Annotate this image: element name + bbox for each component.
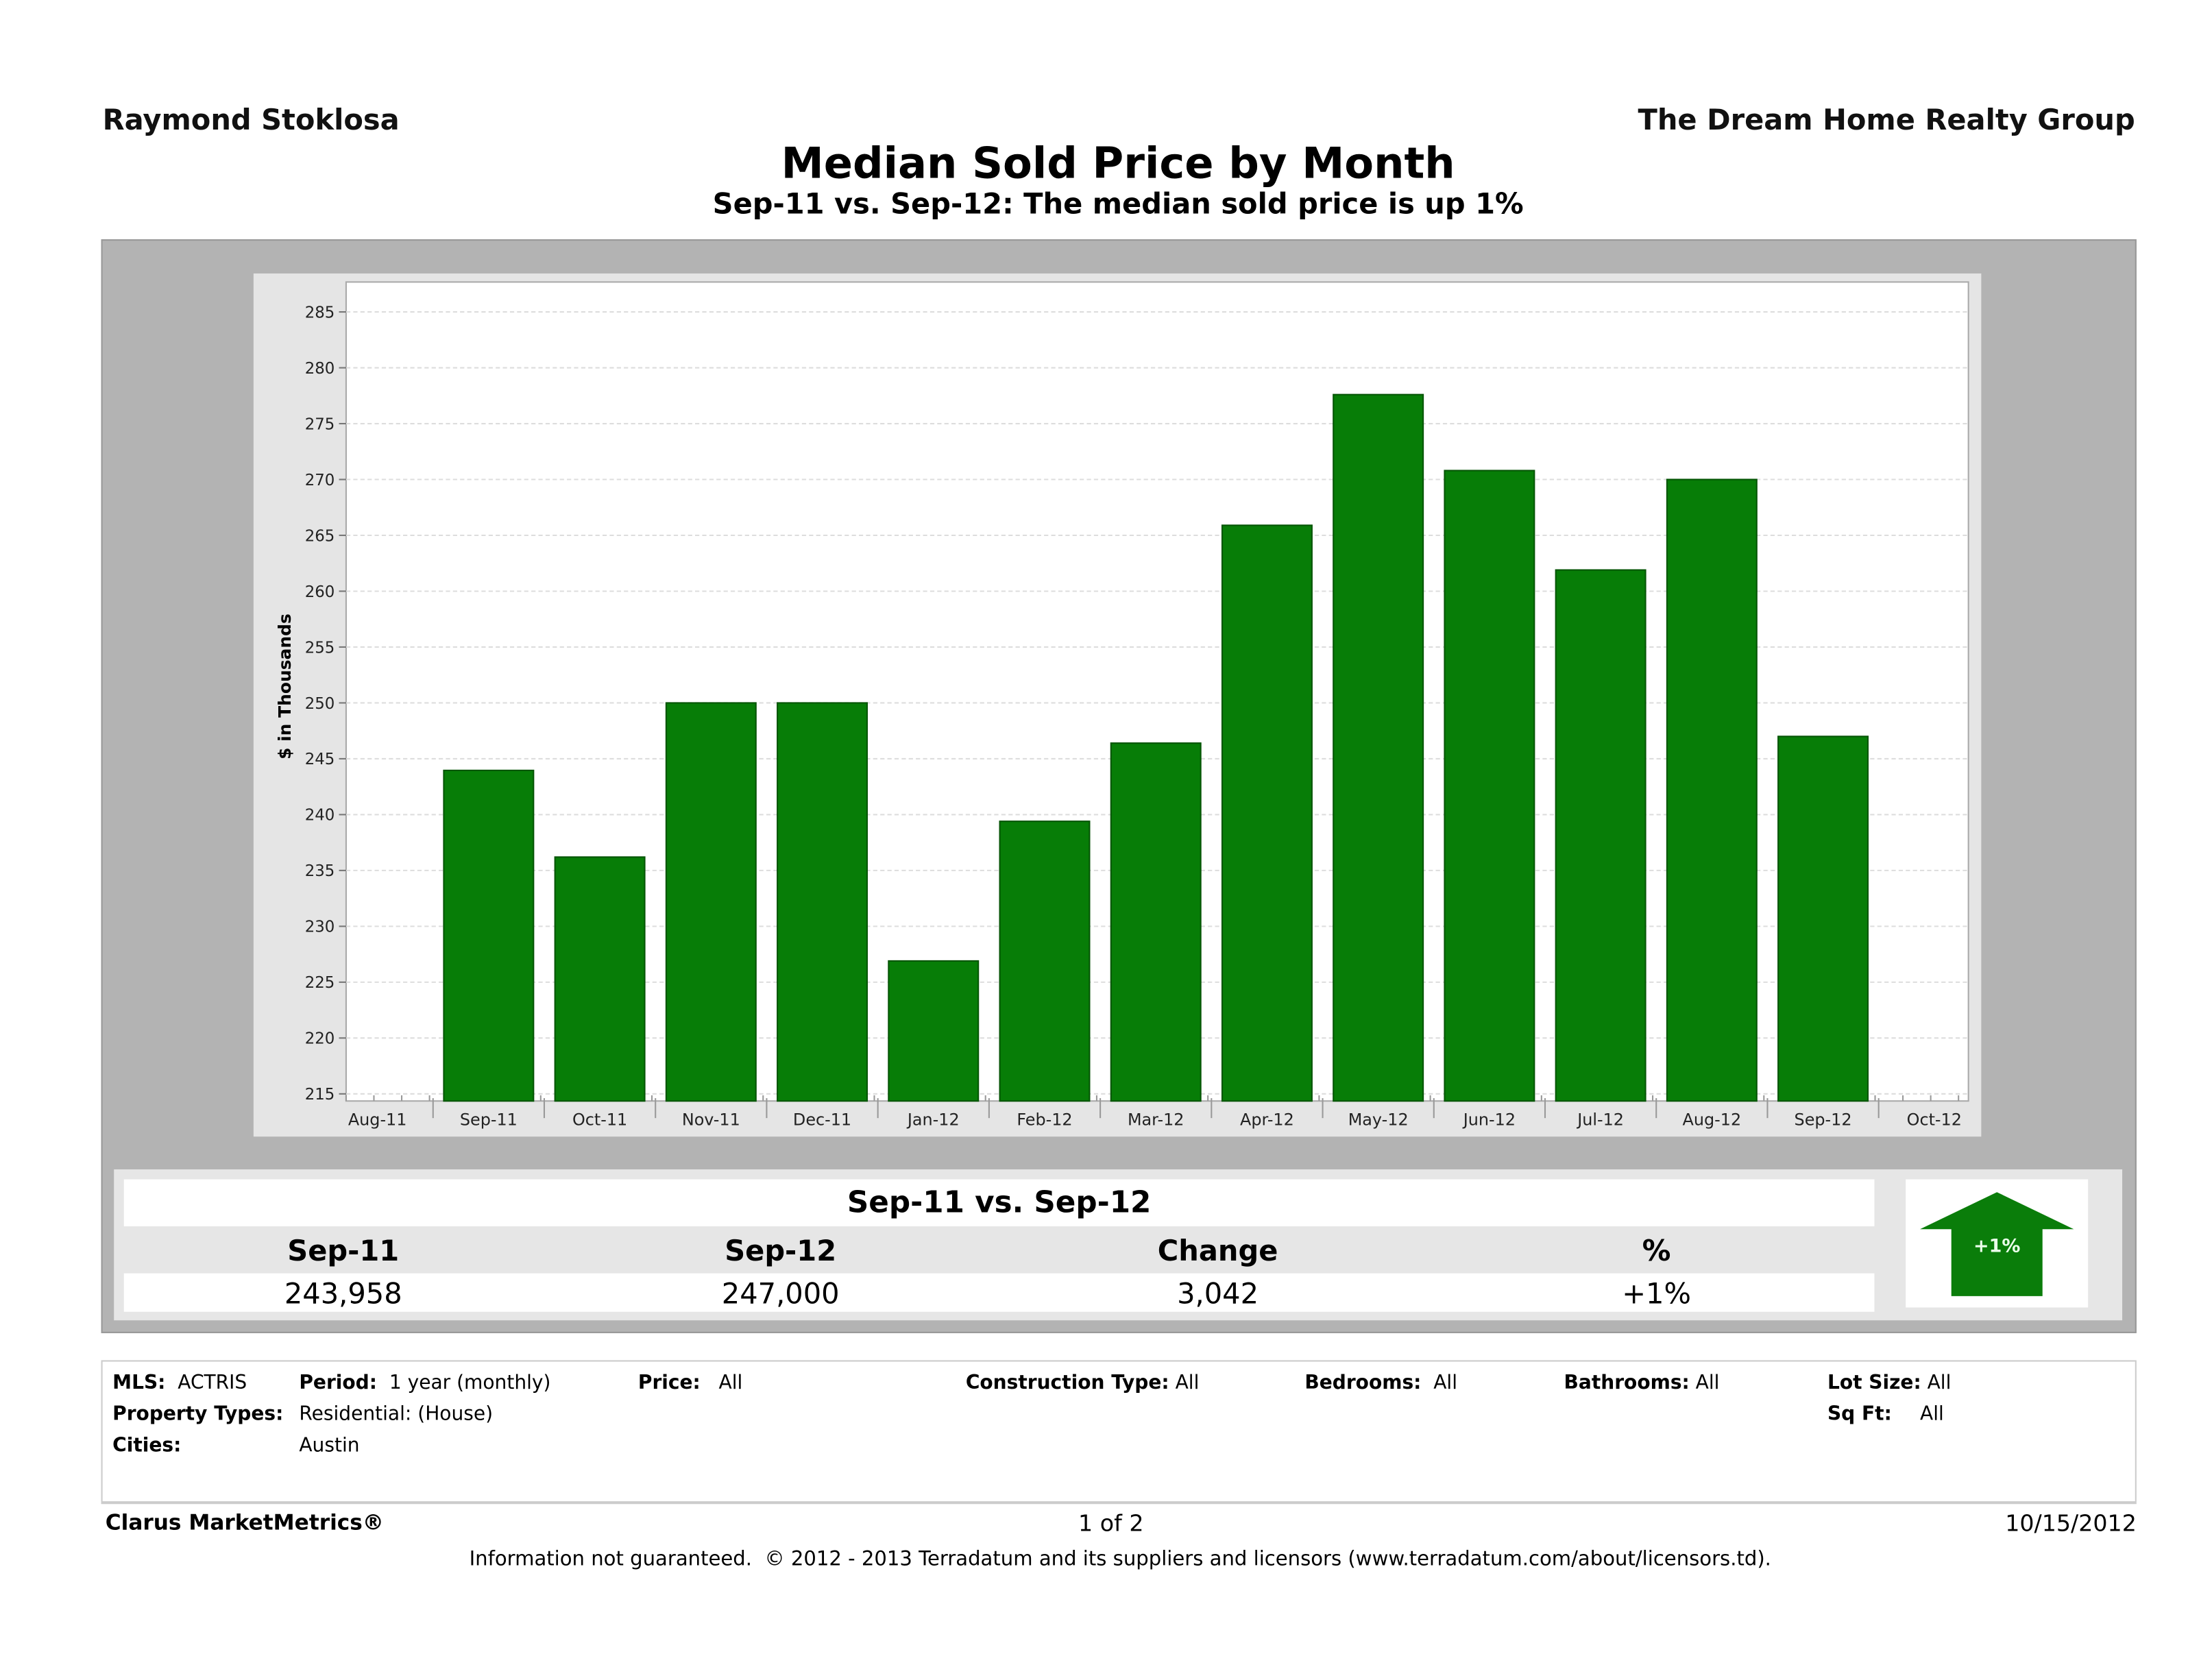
x-tick-label: Jan-12 [906,1110,960,1130]
bar-feb-12 [999,820,1091,1102]
value-sep11: 243,958 [284,1276,402,1311]
x-tick-label: Oct-12 [1907,1110,1962,1130]
chart-area: 215 220 225 230 235 240 245 250 255 260 265 270 275 2… [253,273,1991,1137]
property-types-label: Property Types: [112,1402,284,1426]
x-tick-label: Dec-11 [793,1110,851,1130]
lot-size-label: Lot Size: [1827,1372,1921,1395]
y-axis-label: $ in Thousands [275,613,295,759]
bar-dec-11 [777,702,868,1102]
chart-subtitle: Sep-11 vs. Sep-12: The median sold price… [712,186,1524,221]
mls-value: ACTRIS [178,1372,247,1395]
bedrooms-label: Bedrooms: [1304,1372,1422,1395]
construction-label: Construction Type: [965,1372,1169,1395]
summary-title: Sep-11 vs. Sep-12 [847,1184,1152,1219]
price-value: All [718,1372,743,1395]
period-label: Period: [299,1372,377,1395]
y-tick-label: 250 [305,695,335,713]
y-tick-label: 220 [305,1030,335,1048]
footer-brand: Clarus MarketMetrics® [105,1509,384,1535]
bathrooms-value: All [1695,1372,1720,1395]
y-tick-label: 260 [305,583,335,601]
page-number: 1 of 2 [1078,1509,1144,1537]
chart-title: Median Sold Price by Month [781,139,1455,190]
y-tick-label: 240 [305,807,335,825]
change-badge-text: +1% [1973,1235,2020,1256]
x-tick-label: Nov-11 [682,1110,740,1130]
x-tick-label: May-12 [1348,1110,1409,1130]
value-sep12: 247,000 [721,1276,840,1311]
y-tick-label: 235 [305,862,335,880]
sqft-label: Sq Ft: [1827,1402,1892,1426]
cities-label: Cities: [112,1434,182,1457]
bar-may-12 [1333,393,1424,1102]
bar-jan-12 [888,960,980,1102]
bedrooms-value: All [1433,1372,1458,1395]
mls-label: MLS: [112,1372,166,1395]
bar-jun-12 [1444,470,1535,1102]
bathrooms-label: Bathrooms: [1564,1372,1690,1395]
y-tick-label: 245 [305,751,335,768]
comparison-summary: Sep-11 vs. Sep-12 Sep-11 Sep-12 Change %… [114,1169,2123,1321]
y-tick-label: 270 [305,472,335,489]
x-tick-label: Jun-12 [1462,1110,1516,1130]
bar-mar-12 [1110,742,1202,1102]
summary-title-row: Sep-11 vs. Sep-12 [123,1179,1875,1227]
value-change: 3,042 [1177,1276,1259,1311]
lot-size-value: All [1927,1372,1952,1395]
report-date: 10/15/2012 [2005,1509,2137,1537]
x-tick-label: Feb-12 [1017,1110,1072,1130]
period-value: 1 year (monthly) [389,1372,551,1395]
col-header-sep12: Sep-12 [725,1233,837,1268]
y-tick-label: 255 [305,639,335,657]
up-arrow-icon: +1% [1920,1192,2074,1296]
construction-value: All [1175,1372,1200,1395]
bar-oct-11 [554,856,646,1102]
sqft-value: All [1920,1402,1944,1426]
x-tick-label: Mar-12 [1128,1110,1184,1130]
filter-info: MLS: ACTRIS Period: 1 year (monthly) Pri… [101,1360,2137,1505]
y-tick-label: 285 [305,304,335,321]
bar-aug-12 [1666,478,1758,1102]
bar-nov-11 [665,702,757,1102]
property-types-value: Residential: (House) [299,1402,494,1426]
y-tick-label: 215 [305,1086,335,1104]
x-tick-label: Jul-12 [1576,1110,1624,1130]
change-badge: +1% [1906,1179,2089,1308]
agent-name: Raymond Stoklosa [102,102,400,137]
col-header-change: Change [1157,1233,1278,1268]
x-tick-label: Sep-11 [460,1110,518,1130]
bar-chart: 215 220 225 230 235 240 245 250 255 260 265 270 275 2… [275,281,1991,1130]
y-tick-label: 265 [305,527,335,545]
summary-values-row [123,1273,1875,1312]
cities-value: Austin [299,1434,360,1457]
disclaimer: Information not guaranteed. © 2012 - 201… [469,1548,1771,1571]
value-percent: +1% [1622,1276,1691,1311]
col-header-percent: % [1642,1233,1671,1268]
bar-jul-12 [1555,569,1646,1102]
y-tick-label: 225 [305,974,335,992]
x-tick-label: Apr-12 [1240,1110,1294,1130]
bar-apr-12 [1221,524,1313,1102]
bar-sep-12 [1777,735,1869,1102]
y-tick-label: 280 [305,360,335,378]
y-tick-label: 230 [305,919,335,936]
col-header-sep11: Sep-11 [287,1233,400,1268]
price-label: Price: [637,1372,701,1395]
x-tick-label: Sep-12 [1795,1110,1852,1130]
x-tick-label: Oct-11 [572,1110,627,1130]
bar-sep-11 [443,769,535,1102]
x-tick-label: Aug-12 [1683,1110,1742,1130]
x-tick-label: Aug-11 [348,1110,407,1130]
company-name: The Dream Home Realty Group [1638,102,2135,137]
y-tick-label: 275 [305,415,335,433]
